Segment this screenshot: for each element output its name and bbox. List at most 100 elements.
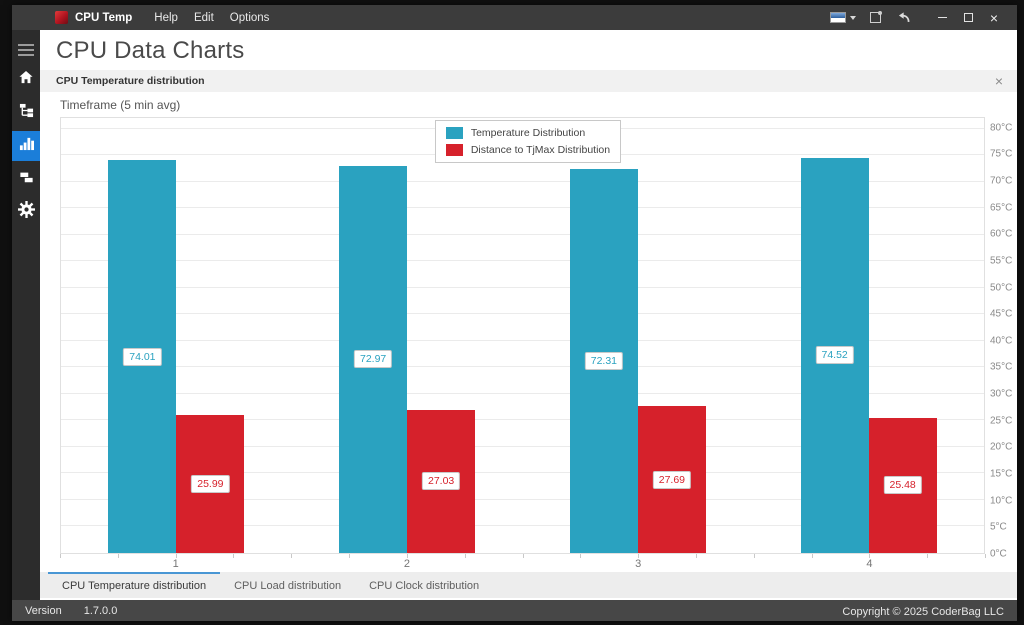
legend-swatch xyxy=(445,144,463,156)
menu-options[interactable]: Options xyxy=(229,11,270,24)
tab-cpu-load-distribution[interactable]: CPU Load distribution xyxy=(234,580,342,592)
y-tick-label: 30°C xyxy=(990,388,1013,400)
close-button[interactable]: × xyxy=(989,9,999,26)
grid-line xyxy=(61,392,984,394)
grid-line xyxy=(61,339,984,341)
bar-temperature-distribution-1[interactable]: 74.01 xyxy=(108,160,177,553)
x-axis: 1 2 3 4 xyxy=(60,554,986,572)
x-axis-tick xyxy=(233,554,235,558)
x-category-label-3: 3 xyxy=(635,558,642,570)
chart-tabstrip: CPU Temperature distribution CPU Load dis… xyxy=(40,572,1017,598)
layers-icon xyxy=(19,170,34,189)
x-axis-tick xyxy=(522,554,524,558)
panel-title: CPU Temperature distribution xyxy=(56,75,205,87)
sidebar-item-sensors-tree[interactable] xyxy=(12,98,40,128)
minimize-button[interactable] xyxy=(929,7,955,28)
menu-toggle-button[interactable] xyxy=(12,38,40,62)
grid-line xyxy=(61,498,984,500)
sidebar-item-data-charts[interactable] xyxy=(12,131,40,161)
y-tick-label: 60°C xyxy=(990,228,1013,240)
value-label: 74.01 xyxy=(123,347,162,366)
app-window: CPU Temp Help Edit Options × xyxy=(12,5,1017,621)
grid-line xyxy=(61,472,984,474)
x-axis-tick xyxy=(117,554,119,558)
legend-item[interactable]: Temperature Distribution xyxy=(445,127,610,139)
sidebar-item-settings[interactable] xyxy=(12,197,40,227)
bar-temperature-distribution-3[interactable]: 72.31 xyxy=(569,169,638,553)
y-tick-label: 10°C xyxy=(990,495,1013,507)
y-tick-label: 65°C xyxy=(990,202,1013,214)
copyright-text: Copyright © 2025 CoderBag LLC xyxy=(842,605,1004,618)
version-value: 1.7.0.0 xyxy=(83,604,118,617)
panel-header: CPU Temperature distribution × xyxy=(40,70,1017,92)
bar-group-4: 74.52 25.48 xyxy=(753,118,984,553)
titlebar-menus: Help Edit Options xyxy=(146,8,277,28)
x-axis-tick xyxy=(406,554,408,558)
y-tick-label: 45°C xyxy=(990,308,1013,320)
x-axis-tick xyxy=(638,554,640,558)
value-label: 25.99 xyxy=(191,475,230,494)
x-axis-tick xyxy=(753,554,755,558)
y-tick-label: 15°C xyxy=(990,468,1013,480)
bar-distance-to-tjmax-distribution-3[interactable]: 27.69 xyxy=(637,406,706,553)
x-category-label-4: 4 xyxy=(866,558,873,570)
grid-line xyxy=(61,233,984,235)
titlebar: CPU Temp Help Edit Options × xyxy=(12,5,1017,30)
value-label: 27.03 xyxy=(421,472,461,491)
value-label: 27.69 xyxy=(652,470,692,489)
x-axis-tick xyxy=(291,554,293,558)
x-category-label-2: 2 xyxy=(403,558,410,570)
chart-plot-area: Temperature Distribution Distance to TjMa… xyxy=(60,117,985,554)
menu-edit[interactable]: Edit xyxy=(193,11,214,24)
y-tick-label: 5°C xyxy=(990,521,1007,533)
grid-line xyxy=(61,419,984,421)
y-tick-label: 50°C xyxy=(990,282,1013,294)
bar-distance-to-tjmax-distribution-4[interactable]: 25.48 xyxy=(868,417,937,553)
sidebar-item-home[interactable] xyxy=(12,65,40,95)
grid-line xyxy=(61,207,984,209)
y-tick-label: 25°C xyxy=(990,415,1013,427)
sidebar-item-windows-layout[interactable] xyxy=(12,164,40,194)
x-axis-tick xyxy=(985,554,986,558)
maximize-button[interactable] xyxy=(955,7,981,28)
menu-help[interactable]: Help xyxy=(154,11,178,24)
x-category-label-1: 1 xyxy=(172,558,179,570)
app-title: CPU Temp xyxy=(75,11,133,24)
grid-line xyxy=(61,180,984,182)
main-content: CPU Data Charts CPU Temperature distribu… xyxy=(40,30,1017,600)
tab-cpu-clock-distribution[interactable]: CPU Clock distribution xyxy=(369,580,480,592)
bar-temperature-distribution-4[interactable]: 74.52 xyxy=(800,157,869,553)
y-tick-label: 0°C xyxy=(990,548,1007,560)
legend-item[interactable]: Distance to TjMax Distribution xyxy=(445,144,611,156)
x-axis-tick xyxy=(927,554,929,558)
screenshot-icon[interactable] xyxy=(870,11,882,23)
bar-distance-to-tjmax-distribution-2[interactable]: 27.03 xyxy=(407,409,476,553)
theme-dropdown-caret-icon[interactable] xyxy=(850,15,856,20)
y-tick-label: 40°C xyxy=(990,335,1013,347)
bar-distance-to-tjmax-distribution-1[interactable]: 25.99 xyxy=(176,415,245,553)
bar-temperature-distribution-2[interactable]: 72.97 xyxy=(339,165,408,553)
value-label: 72.97 xyxy=(353,350,393,369)
theme-color-icon[interactable] xyxy=(830,12,846,23)
y-tick-label: 80°C xyxy=(990,122,1013,134)
legend-label: Distance to TjMax Distribution xyxy=(470,144,611,156)
y-tick-label: 20°C xyxy=(990,441,1013,453)
x-axis-tick xyxy=(695,554,697,558)
home-icon xyxy=(18,70,34,90)
tab-cpu-temperature-distribution[interactable]: CPU Temperature distribution xyxy=(48,572,221,598)
sidebar xyxy=(12,30,40,600)
grid-line xyxy=(61,366,984,368)
y-tick-label: 35°C xyxy=(990,361,1013,373)
panel-close-icon[interactable]: × xyxy=(994,73,1003,89)
y-axis: 0°C 5°C 10°C 15°C 20°C 25°C 30°C 35°C 40°C 45°C 50… xyxy=(985,117,1015,559)
y-tick-label: 75°C xyxy=(990,148,1013,160)
gear-icon xyxy=(17,201,35,223)
x-axis-tick xyxy=(580,554,582,558)
undo-icon[interactable] xyxy=(897,11,911,25)
bar-group-1: 74.01 25.99 xyxy=(61,118,292,553)
y-tick-label: 55°C xyxy=(990,255,1013,267)
x-axis-tick xyxy=(349,554,351,558)
titlebar-right: × xyxy=(830,7,1007,28)
bar-group-2: 72.97 27.03 xyxy=(292,118,523,553)
